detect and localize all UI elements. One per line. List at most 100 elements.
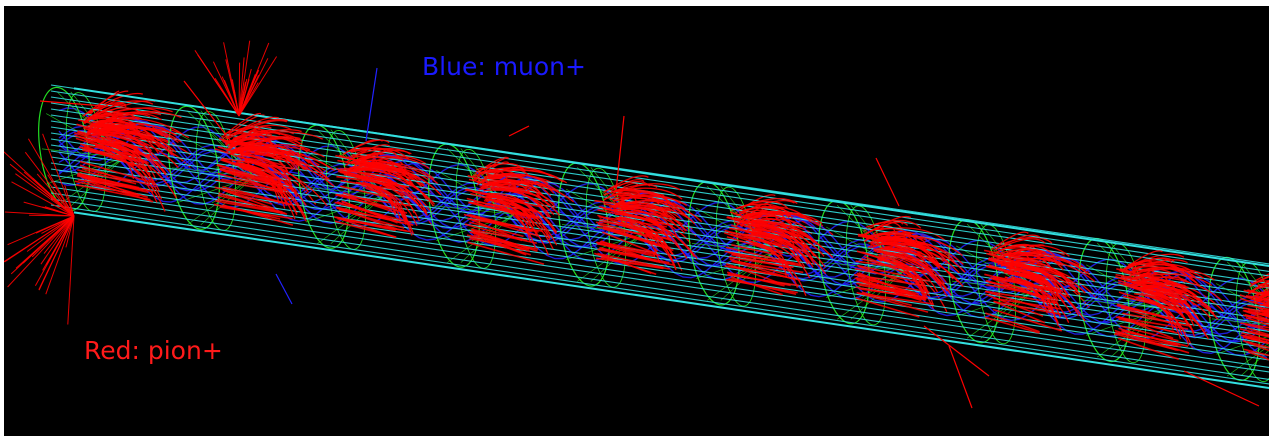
pion-track [867, 219, 922, 229]
pion-core [729, 211, 782, 231]
pion-track [362, 181, 418, 227]
pion-core [1116, 268, 1189, 289]
pion-core [217, 172, 274, 190]
pion-core [730, 233, 788, 249]
pion-track [612, 194, 681, 205]
pion-core [469, 221, 524, 238]
pion-core [861, 258, 913, 272]
pion-track [613, 195, 688, 207]
pion-core [1242, 339, 1269, 352]
ring-spoke [1081, 299, 1165, 310]
pion-track [238, 141, 300, 168]
ring-spoke [176, 176, 255, 204]
pion-core [77, 169, 137, 185]
pion-track [870, 227, 920, 244]
stray-track [508, 125, 530, 137]
pion-core [988, 252, 1043, 272]
pion-core [1247, 330, 1269, 338]
pion-core [1118, 318, 1175, 333]
pion-core [74, 180, 140, 197]
pion-core [1245, 294, 1269, 302]
pion-core [1119, 277, 1182, 301]
pion-track [487, 174, 552, 197]
ring-spoke [1110, 308, 1165, 358]
pion-core [215, 200, 288, 215]
pion-track [739, 215, 793, 225]
pion-spray [43, 215, 75, 254]
pion-track [1000, 249, 1050, 262]
pion-track [84, 104, 127, 122]
pion-track [1128, 259, 1188, 274]
pion-core [222, 186, 292, 206]
ring-spoke [1251, 283, 1269, 303]
pion-core [602, 231, 656, 255]
stray-track [615, 115, 625, 192]
tube-edge-bottom [73, 211, 1269, 389]
pion-core [725, 246, 801, 266]
pion-track [603, 175, 649, 193]
pion-core [473, 200, 539, 213]
pion-core [471, 228, 537, 244]
pion-core [599, 218, 673, 242]
pion-core [988, 264, 1046, 284]
pion-core [1115, 273, 1188, 289]
pion-core [724, 250, 795, 265]
pion-core [1247, 309, 1269, 316]
pion-core [77, 130, 150, 151]
pion-spray [45, 215, 75, 295]
pion-core [1245, 316, 1269, 326]
pion-spray [238, 42, 270, 117]
ring-spoke [176, 132, 255, 177]
pion-core [1247, 350, 1269, 361]
pion-track [993, 244, 1030, 255]
legend-pion-label: Red: pion+ [84, 336, 223, 365]
pion-core [731, 224, 783, 246]
pion-core [468, 178, 540, 197]
pion-core [858, 287, 927, 300]
pion-track [221, 112, 262, 138]
pion-core [1120, 325, 1179, 342]
pion-core [993, 300, 1046, 324]
pion-track [748, 225, 812, 252]
pion-track [995, 238, 1046, 251]
pion-track [611, 183, 681, 193]
pion-track [619, 215, 688, 259]
pion-track [733, 194, 776, 215]
pion-track [621, 196, 696, 225]
pion-track [883, 253, 948, 297]
pion-core [464, 223, 527, 242]
pion-core [79, 136, 143, 155]
pion-core [77, 173, 140, 189]
pion-track [241, 149, 329, 180]
pion-track [880, 247, 959, 283]
legend-muon-label: Blue: muon+ [422, 52, 586, 81]
pion-core [338, 208, 405, 229]
pion-core [222, 204, 281, 220]
pion-core [1123, 282, 1188, 305]
pion-core [855, 297, 920, 318]
ring-spoke [46, 157, 125, 185]
pion-core [728, 231, 802, 244]
pion-track [355, 181, 396, 216]
pion-spray [238, 82, 259, 117]
pion-core [1114, 333, 1179, 352]
pion-spray [197, 54, 240, 117]
pion-spray [26, 215, 75, 252]
stray-track [923, 325, 990, 377]
pion-core [731, 244, 783, 257]
pion-core [79, 164, 132, 184]
ring-spoke [1240, 349, 1269, 377]
pion-core [217, 163, 280, 185]
pion-core [596, 241, 655, 258]
pion-track [738, 207, 790, 219]
pion-core [1244, 310, 1269, 318]
pion-track [91, 107, 173, 120]
pion-core [863, 255, 913, 277]
pion-track [883, 239, 966, 273]
pion-core [984, 273, 1055, 293]
tube-line [50, 204, 1269, 385]
pion-core [1242, 314, 1269, 324]
pion-spray [50, 196, 75, 217]
pion-core [729, 258, 790, 276]
